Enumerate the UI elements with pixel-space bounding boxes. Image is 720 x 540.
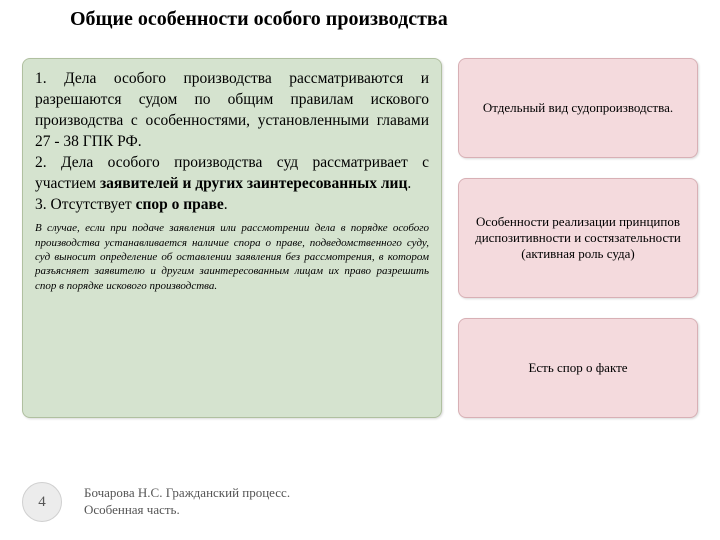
point-3-bold: спор о праве: [136, 196, 224, 213]
side-box-2: Особенности реализации принципов диспози…: [458, 178, 698, 298]
point-2-suffix: .: [407, 175, 411, 192]
side-box-3-text: Есть спор о факте: [528, 360, 627, 376]
side-box-2-text: Особенности реализации принципов диспози…: [469, 214, 687, 262]
side-box-1: Отдельный вид судопроизводства.: [458, 58, 698, 158]
footer-author: Бочарова Н.С. Гражданский процесс. Особе…: [84, 485, 290, 519]
point-2-bold: заявителей и других заинтересованных лиц: [100, 175, 407, 192]
main-content-box: 1. Дела особого производства рассматрива…: [22, 58, 442, 418]
note-text: В случае, если при подаче заявления или …: [35, 221, 429, 292]
side-box-3: Есть спор о факте: [458, 318, 698, 418]
footer: 4 Бочарова Н.С. Гражданский процесс. Осо…: [22, 482, 290, 522]
point-1: 1. Дела особого производства рассматрива…: [35, 70, 429, 150]
slide-title: Общие особенности особого производства: [70, 8, 700, 31]
page-number: 4: [22, 482, 62, 522]
side-box-1-text: Отдельный вид судопроизводства.: [483, 100, 673, 116]
footer-line-1: Бочарова Н.С. Гражданский процесс.: [84, 485, 290, 500]
point-3-suffix: .: [224, 196, 228, 213]
footer-line-2: Особенная часть.: [84, 502, 180, 517]
point-3-prefix: 3. Отсутствует: [35, 196, 136, 213]
main-text-block: 1. Дела особого производства рассматрива…: [35, 69, 429, 215]
